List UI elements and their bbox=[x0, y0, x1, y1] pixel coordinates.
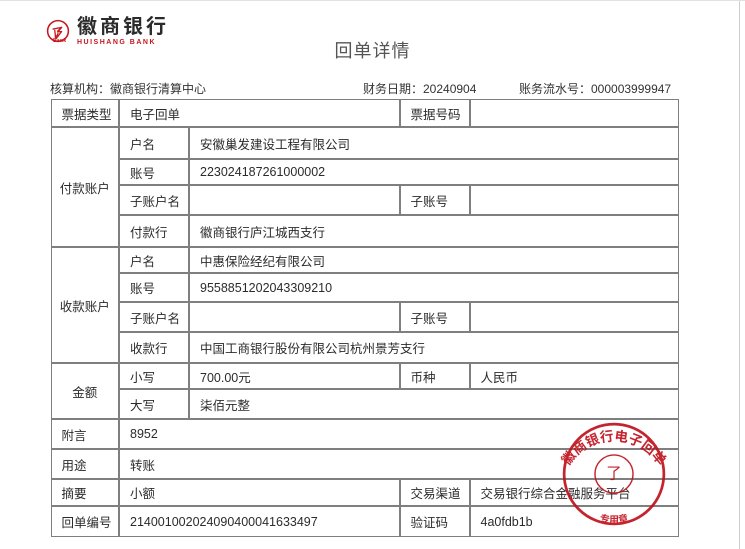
svg-text:专用章: 专用章 bbox=[598, 510, 629, 527]
svg-text:了: 了 bbox=[606, 462, 621, 484]
